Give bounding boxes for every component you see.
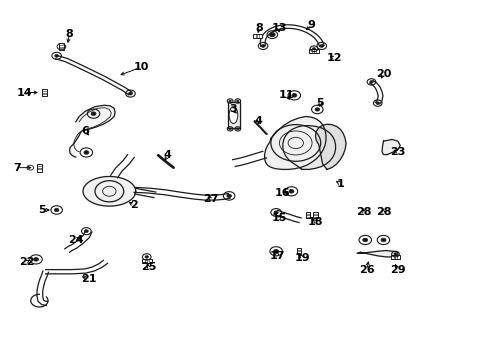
Text: 8: 8	[254, 23, 262, 33]
Text: 22: 22	[19, 257, 34, 267]
Bar	[308, 49, 319, 53]
Polygon shape	[227, 102, 239, 128]
Text: 21: 21	[81, 274, 96, 284]
Text: 20: 20	[375, 69, 390, 79]
Circle shape	[314, 108, 319, 111]
Text: 23: 23	[389, 147, 405, 157]
Circle shape	[270, 33, 274, 36]
Circle shape	[291, 94, 296, 97]
Bar	[142, 259, 151, 263]
Circle shape	[145, 256, 148, 258]
Text: 25: 25	[141, 262, 156, 272]
Text: 24: 24	[68, 235, 83, 245]
Circle shape	[288, 189, 293, 193]
Circle shape	[369, 81, 372, 83]
Bar	[390, 255, 399, 259]
Bar	[296, 248, 301, 255]
Ellipse shape	[229, 107, 237, 123]
Circle shape	[84, 230, 88, 233]
Text: 29: 29	[389, 265, 405, 275]
Text: 14: 14	[16, 87, 32, 98]
Text: 2: 2	[130, 201, 138, 210]
Circle shape	[312, 48, 315, 50]
Polygon shape	[282, 126, 335, 170]
Circle shape	[91, 112, 96, 116]
Text: 17: 17	[269, 251, 284, 261]
Circle shape	[54, 208, 59, 212]
Circle shape	[393, 253, 396, 255]
Circle shape	[261, 45, 264, 48]
Text: 13: 13	[271, 23, 286, 33]
Circle shape	[236, 100, 239, 102]
Text: 27: 27	[203, 194, 218, 204]
Text: 4: 4	[163, 150, 171, 160]
Circle shape	[226, 194, 231, 198]
Polygon shape	[69, 105, 115, 157]
Text: 10: 10	[134, 62, 149, 72]
Bar	[41, 89, 46, 96]
Bar	[305, 212, 309, 219]
Text: 15: 15	[271, 213, 286, 223]
Polygon shape	[381, 139, 399, 154]
Circle shape	[273, 211, 278, 214]
Circle shape	[362, 238, 367, 242]
Polygon shape	[315, 124, 346, 170]
Text: 8: 8	[65, 28, 73, 39]
Polygon shape	[83, 176, 136, 206]
Circle shape	[228, 100, 231, 102]
Bar	[37, 164, 42, 171]
Text: 7: 7	[13, 163, 20, 173]
Text: 3: 3	[229, 104, 236, 114]
Text: 19: 19	[294, 253, 309, 262]
Text: 12: 12	[326, 53, 342, 63]
Circle shape	[319, 45, 323, 48]
Bar	[59, 44, 63, 50]
Text: 26: 26	[358, 265, 374, 275]
Text: 28: 28	[375, 207, 390, 217]
Bar	[313, 212, 317, 219]
Text: 18: 18	[307, 217, 323, 227]
Circle shape	[55, 54, 59, 57]
Text: 6: 6	[81, 126, 89, 136]
Circle shape	[34, 257, 39, 261]
Bar	[253, 35, 261, 38]
Circle shape	[228, 128, 231, 130]
Circle shape	[269, 32, 275, 37]
Circle shape	[375, 102, 379, 104]
Circle shape	[128, 92, 132, 95]
Circle shape	[236, 128, 239, 130]
Text: 5: 5	[39, 205, 46, 215]
Text: 28: 28	[356, 207, 371, 217]
Circle shape	[84, 150, 89, 154]
Text: 4: 4	[254, 116, 262, 126]
Text: 5: 5	[316, 98, 324, 108]
Polygon shape	[264, 117, 325, 170]
Circle shape	[380, 238, 385, 242]
Text: 11: 11	[278, 90, 294, 100]
Polygon shape	[356, 251, 397, 257]
Circle shape	[273, 249, 278, 253]
Text: 1: 1	[336, 179, 344, 189]
Text: 9: 9	[307, 21, 315, 31]
Text: 16: 16	[274, 188, 290, 198]
